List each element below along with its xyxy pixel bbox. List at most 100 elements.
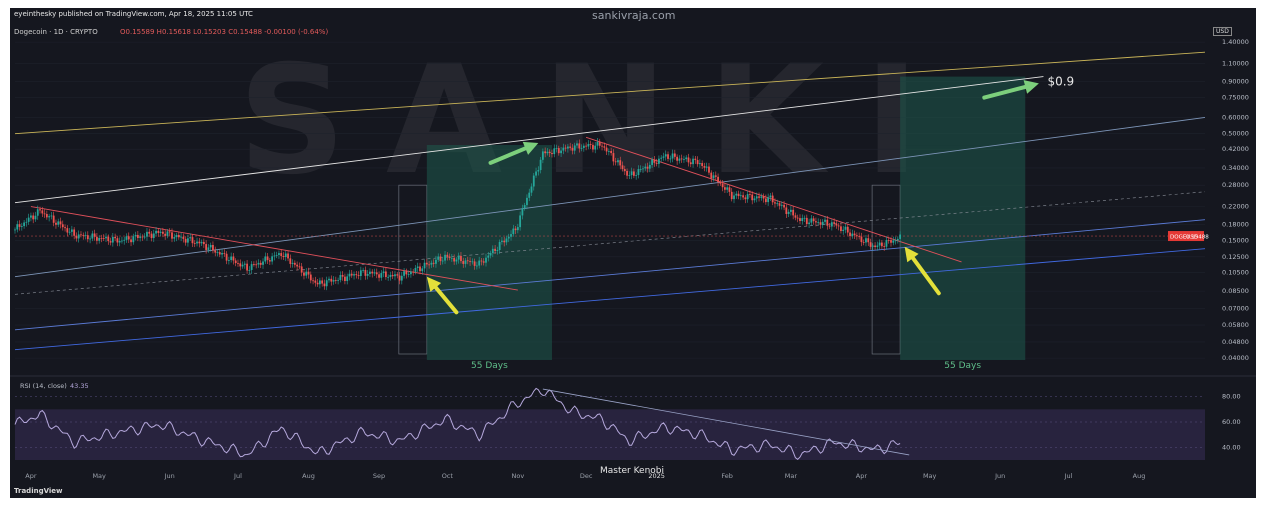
candle-body [364, 269, 367, 276]
price-chart-svg[interactable]: 1.40000 1.10000 0.90000 0.75000 0.60000 0.500… [10, 8, 1256, 498]
price-axis-tick: 0.60000 [1222, 113, 1249, 121]
candle-body [353, 274, 355, 276]
candle-body [758, 196, 760, 198]
candle-body [146, 231, 148, 237]
trendline [585, 136, 962, 263]
candle-body [728, 187, 731, 192]
candle-body [52, 215, 55, 223]
candle-body [594, 145, 597, 150]
candle-body [510, 234, 512, 237]
candle-body [380, 273, 383, 278]
candle-body [259, 262, 262, 265]
candle-body [812, 218, 815, 222]
rsi-band [15, 409, 1205, 460]
candle-body [746, 194, 749, 200]
candle-body [435, 259, 437, 264]
candle-body [303, 272, 305, 276]
candle-body [528, 192, 531, 198]
candle-body [307, 271, 310, 275]
candle-body [548, 151, 551, 154]
candle-body [505, 238, 508, 243]
candle-body [712, 175, 715, 179]
candle-body [221, 252, 223, 255]
annotation-arrow [982, 83, 1033, 100]
candle-body [783, 204, 785, 208]
price-axis-tick: 0.90000 [1222, 77, 1249, 85]
candle-body [596, 141, 599, 146]
candle-body [189, 237, 192, 239]
time-axis-tick: Apr [25, 472, 37, 480]
candle-body [569, 146, 572, 148]
candle-body [191, 237, 194, 244]
candle-body [878, 242, 881, 246]
currency-button[interactable]: USD [1213, 27, 1232, 36]
annotation-arrowhead [522, 141, 539, 155]
price-axis-tick: 0.10500 [1222, 268, 1249, 276]
candle-body [653, 159, 656, 163]
candle-body [223, 252, 226, 254]
price-axis-tick: 1.40000 [1222, 38, 1249, 46]
candle-body [287, 253, 289, 259]
candle-body [423, 262, 426, 269]
candle-body [348, 273, 351, 277]
candle-body [278, 253, 280, 255]
candle-body [480, 260, 483, 262]
ohlc-readout: O0.15589 H0.15618 L0.15203 C0.15488 -0.0… [120, 28, 329, 36]
candle-body [405, 271, 408, 275]
candle-body [632, 171, 635, 176]
candle-body [541, 151, 544, 160]
candle-body [767, 197, 770, 203]
candle-body [105, 236, 107, 239]
candle-body [623, 169, 626, 171]
candle-body [487, 255, 490, 258]
candle-body [325, 280, 328, 287]
candle-body [867, 238, 870, 243]
candle-body [523, 205, 526, 209]
candle-body [425, 262, 428, 265]
candle-body [819, 222, 822, 225]
symbol-line: Dogecoin · 1D · CRYPTO [14, 28, 98, 36]
candle-body [794, 215, 797, 218]
candle-body [216, 252, 219, 253]
candle-body [730, 191, 733, 200]
candle-body [132, 236, 135, 243]
candle-body [466, 260, 469, 262]
time-axis-tick: Oct [442, 472, 454, 480]
price-axis-tick: 0.07000 [1222, 304, 1249, 312]
candle-body [676, 156, 679, 161]
candle-body [250, 264, 253, 270]
candle-body [776, 203, 779, 205]
candle-body [116, 238, 119, 243]
candle-body [282, 255, 285, 258]
price-axis-tick: 0.04000 [1222, 354, 1249, 362]
candle-body [764, 198, 767, 203]
candle-body [73, 229, 76, 236]
candle-body [714, 175, 717, 177]
candle-body [733, 195, 735, 200]
candle-body [853, 233, 856, 236]
candle-body [275, 254, 278, 256]
candle-body [50, 215, 53, 217]
candle-body [696, 160, 699, 165]
candle-body [576, 143, 578, 146]
candle-body [232, 256, 235, 261]
candle-body [815, 221, 817, 223]
candle-body [262, 261, 264, 265]
candle-body [27, 217, 30, 222]
candle-body [796, 217, 799, 219]
candle-body [123, 239, 126, 241]
candle-body [439, 256, 442, 262]
candle-body [253, 264, 255, 265]
candle-body [837, 225, 840, 227]
candle-body [601, 145, 603, 147]
candle-body [635, 175, 638, 176]
price-axis-tick: 0.50000 [1222, 130, 1249, 138]
price-axis-tick: 0.42000 [1222, 145, 1249, 153]
candle-body [680, 158, 683, 160]
candle-body [564, 147, 567, 149]
candle-body [396, 274, 399, 276]
candle-body [207, 247, 210, 250]
candle-body [637, 169, 640, 176]
candle-body [444, 254, 446, 261]
candle-body [93, 233, 96, 237]
